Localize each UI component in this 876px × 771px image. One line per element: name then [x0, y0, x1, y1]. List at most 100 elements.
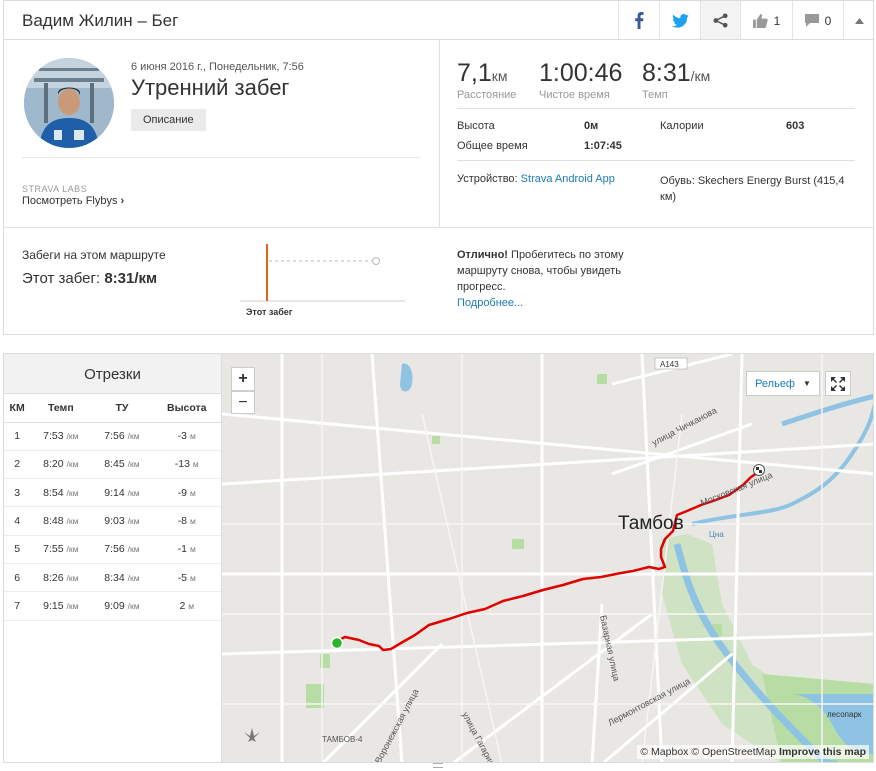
this-run-label: Этот забег: — [22, 270, 101, 287]
great-text: Пробегитесь по этому маршруту снова, что… — [457, 249, 624, 293]
district-label: ТАМБОВ-4 — [322, 735, 363, 744]
split-pace: 8:20 /км — [30, 450, 92, 480]
fullscreen-button[interactable] — [825, 371, 851, 396]
comments-count: 0 — [824, 13, 832, 28]
share-button[interactable] — [700, 1, 740, 40]
fullscreen-icon — [831, 376, 845, 391]
column-km: КМ — [4, 394, 31, 423]
divider — [457, 108, 855, 109]
split-km: 7 — [4, 591, 31, 621]
split-elevation: -3 м — [152, 422, 221, 451]
divider — [4, 227, 873, 228]
divider — [439, 40, 440, 228]
activity-date: 6 июня 2016 г., Понедельник, 7:56 — [131, 61, 304, 73]
table-row: 3 8:54 /км 9:14 /км -9 м — [4, 478, 221, 508]
activity-name: Утренний забег — [131, 75, 290, 100]
device-label: Устройство: — [457, 173, 518, 185]
share-icon — [713, 13, 728, 28]
column-elevation: Высота — [152, 394, 221, 423]
attribution-text: © Mapbox © OpenStreetMap — [640, 746, 777, 758]
table-row: 1 7:53 /км 7:56 /км -3 м — [4, 422, 221, 451]
resize-handle[interactable] — [433, 763, 443, 768]
distance-unit: км — [491, 68, 508, 84]
start-marker[interactable] — [330, 636, 344, 650]
kudos-button[interactable]: 1 — [740, 1, 792, 40]
activity-summary-card: 6 июня 2016 г., Понедельник, 7:56 Утренн… — [3, 39, 874, 335]
twitter-share-button[interactable] — [659, 1, 700, 40]
calories-label: Калории — [660, 120, 704, 132]
shoes-label: Обувь: — [660, 175, 695, 187]
moving-time-label: Чистое время — [539, 89, 610, 101]
zoom-in-button[interactable]: + — [231, 367, 255, 391]
moving-time-value: 1:00:46 — [539, 59, 623, 87]
avatar[interactable] — [24, 58, 114, 148]
splits-title: Отрезки — [4, 354, 221, 394]
route-map[interactable]: Тамбов A143 улица Чичканова Московская у… — [221, 353, 874, 763]
collapse-button[interactable] — [843, 1, 874, 40]
split-pace: 8:54 /км — [30, 478, 92, 508]
kudos-count: 1 — [773, 13, 781, 28]
route-line — [336, 471, 758, 652]
splits-header-row: КМ Темп ТУ Высота — [4, 394, 221, 423]
route-progress-chart — [240, 244, 405, 302]
split-pace: 7:55 /км — [30, 535, 92, 564]
this-run-summary: Этот забег: 8:31/км — [22, 270, 157, 287]
facebook-share-button[interactable] — [618, 1, 659, 40]
column-gap: ТУ — [91, 394, 153, 423]
finish-flag-icon[interactable] — [753, 464, 765, 476]
splits-panel: Отрезки КМ Темп ТУ Высота 1 7:53 /км 7:56 … — [3, 353, 221, 763]
thumbs-up-icon — [752, 13, 768, 28]
this-run-value: 8:31/км — [104, 270, 158, 287]
split-elevation: -1 м — [152, 535, 221, 564]
split-km: 6 — [4, 563, 31, 593]
chart-label: Этот забег — [246, 307, 293, 317]
strava-labs-label: STRAVA LABS — [22, 184, 88, 194]
split-gap: 9:14 /км — [91, 478, 153, 508]
split-gap: 8:34 /км — [91, 563, 153, 593]
split-gap: 8:45 /км — [91, 450, 153, 480]
split-km: 5 — [4, 535, 31, 564]
description-button[interactable]: Описание — [131, 109, 206, 131]
improve-map-link[interactable]: Improve this map — [779, 746, 866, 758]
comments-button[interactable]: 0 — [792, 1, 843, 40]
page-title: Вадим Жилин – Бег — [22, 11, 179, 30]
city-label: Тамбов — [618, 513, 684, 534]
split-gap: 9:03 /км — [91, 506, 153, 536]
table-row: 5 7:55 /км 7:56 /км -1 м — [4, 535, 221, 564]
table-row: 6 8:26 /км 8:34 /км -5 м — [4, 563, 221, 593]
split-gap: 7:56 /км — [91, 535, 153, 564]
shoes-row: Обувь: Skechers Energy Burst (415,4 км) — [660, 173, 860, 205]
more-link[interactable]: Подробнее... — [457, 297, 524, 309]
elevation-value: 0м — [584, 120, 599, 132]
chevron-up-icon — [854, 17, 864, 24]
road-badge: A143 — [654, 357, 688, 370]
flyby-link[interactable]: Посмотреть Flybys › — [22, 195, 124, 207]
road-network — [222, 354, 873, 762]
elapsed-label: Общее время — [457, 140, 528, 152]
map-attribution: © Mapbox © OpenStreetMap Improve this ma… — [637, 745, 869, 759]
split-elevation: -8 м — [152, 506, 221, 536]
split-pace: 8:26 /км — [30, 563, 92, 593]
zoom-out-button[interactable]: − — [231, 391, 255, 414]
split-gap: 7:56 /км — [91, 422, 153, 451]
split-elevation: -13 м — [152, 450, 221, 480]
athlete-photo — [24, 58, 114, 148]
comment-icon — [804, 14, 819, 27]
column-pace: Темп — [30, 394, 92, 423]
activity-header: Вадим Жилин – Бег 1 0 — [3, 0, 874, 40]
divider — [22, 157, 420, 158]
table-row: 7 9:15 /км 9:09 /км 2 м — [4, 591, 221, 621]
split-pace: 9:15 /км — [30, 591, 92, 621]
park-label: лесопарк — [827, 710, 862, 719]
progress-message: Отлично! Пробегитесь по этому маршруту с… — [457, 247, 647, 311]
calories-value: 603 — [786, 120, 805, 132]
split-pace: 7:53 /км — [30, 422, 92, 451]
svg-text:A143: A143 — [660, 360, 679, 369]
elevation-label: Высота — [457, 120, 495, 132]
river-label: Цна — [709, 530, 724, 539]
map-layer-select[interactable]: Рельеф ▼ — [746, 371, 820, 396]
device-link[interactable]: Strava Android App — [520, 173, 615, 185]
split-gap: 9:09 /км — [91, 591, 153, 621]
pace-unit: /км — [690, 68, 711, 84]
